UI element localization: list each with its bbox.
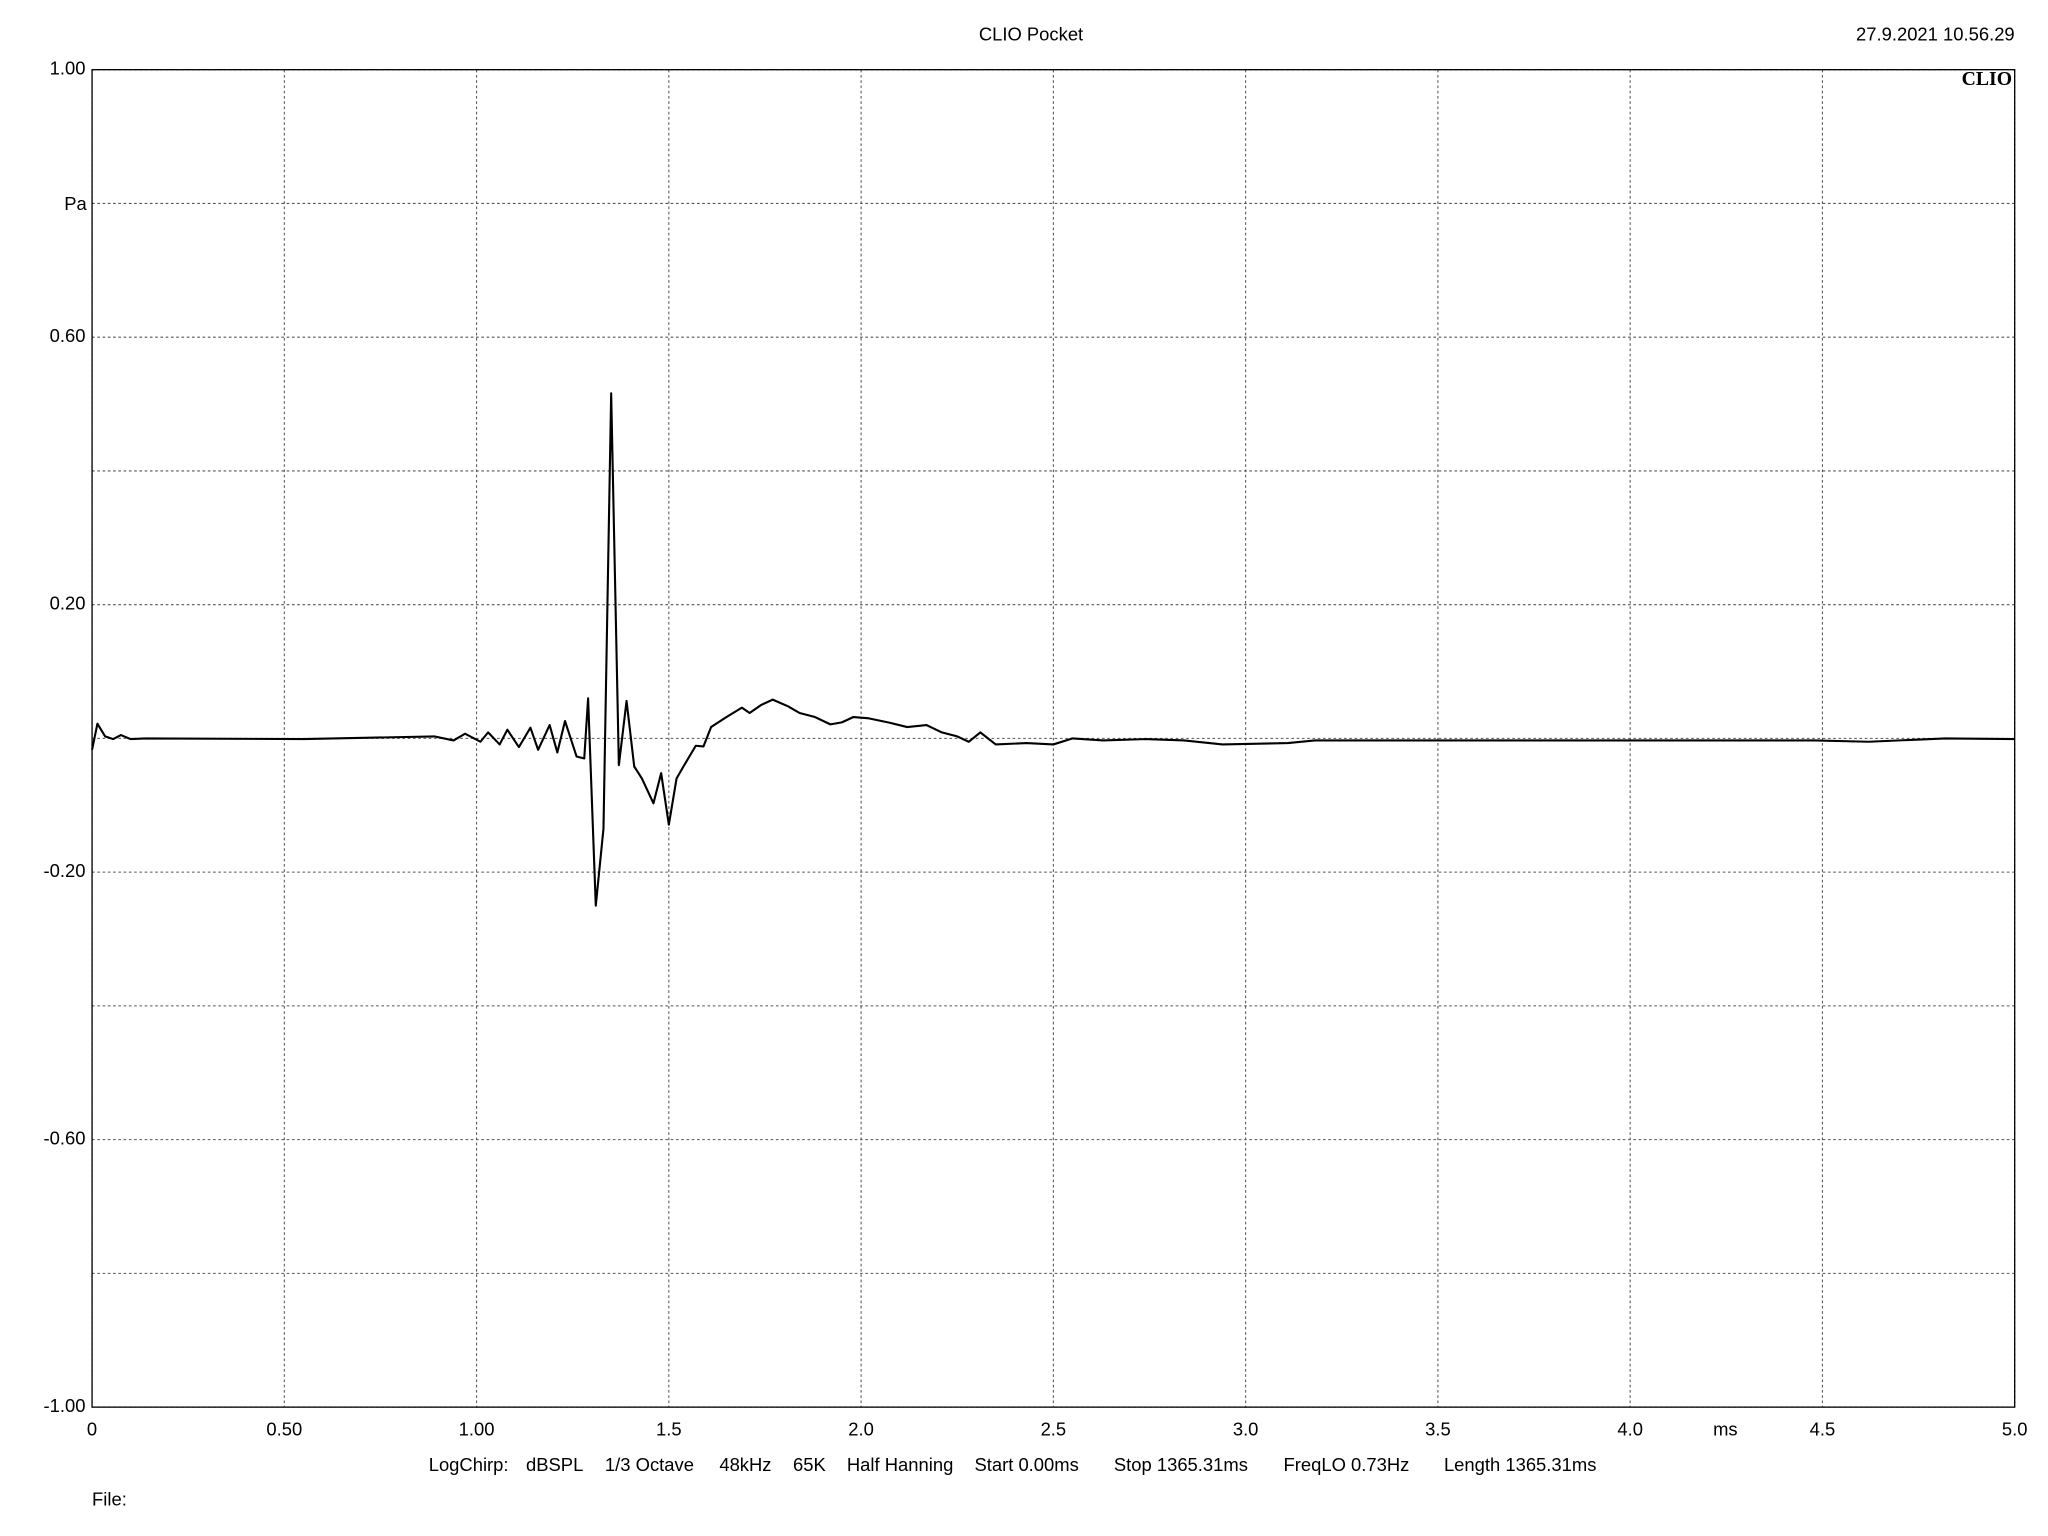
x-tick-label: 2.5 xyxy=(1041,1419,1067,1440)
x-tick-label: 3.0 xyxy=(1233,1419,1259,1440)
x-tick-label: 2.0 xyxy=(848,1419,874,1440)
timestamp: 27.9.2021 10.56.29 xyxy=(1856,23,2015,44)
footer-item: 1/3 Octave xyxy=(605,1454,694,1475)
x-tick-label: 0.50 xyxy=(266,1419,302,1440)
footer-item: LogChirp: xyxy=(429,1454,509,1475)
logo: CLIO xyxy=(1962,68,2012,90)
footer-item: Start 0.00ms xyxy=(974,1454,1078,1475)
y-tick-label: -1.00 xyxy=(44,1395,86,1416)
y-tick-label: 0.20 xyxy=(50,593,86,614)
footer-item: 48kHz xyxy=(719,1454,771,1475)
y-tick-label: 0.60 xyxy=(50,325,86,346)
x-tick-label: 1.5 xyxy=(656,1419,682,1440)
y-tick-label: 1.00 xyxy=(50,58,86,79)
footer-item: dBSPL xyxy=(526,1454,583,1475)
x-tick-label: 0 xyxy=(87,1419,97,1440)
x-unit: ms xyxy=(1713,1419,1738,1440)
x-tick-label: 4.0 xyxy=(1617,1419,1643,1440)
footer-item: Half Hanning xyxy=(847,1454,953,1475)
x-tick-label: 1.00 xyxy=(459,1419,495,1440)
x-tick-label: 3.5 xyxy=(1425,1419,1451,1440)
file-label: File: xyxy=(92,1488,127,1509)
y-tick-label: -0.60 xyxy=(44,1127,86,1148)
footer-item: Stop 1365.31ms xyxy=(1114,1454,1248,1475)
y-unit: Pa xyxy=(64,193,87,214)
chart-title: CLIO Pocket xyxy=(979,23,1083,44)
trace xyxy=(91,392,2015,907)
y-tick-label: -0.20 xyxy=(44,860,86,881)
footer-item: Length 1365.31ms xyxy=(1444,1454,1596,1475)
footer-item: 65K xyxy=(793,1454,826,1475)
footer-item: FreqLO 0.73Hz xyxy=(1284,1454,1410,1475)
x-tick-label: 4.5 xyxy=(1810,1419,1836,1440)
x-tick-label: 5.0 xyxy=(2002,1419,2028,1440)
